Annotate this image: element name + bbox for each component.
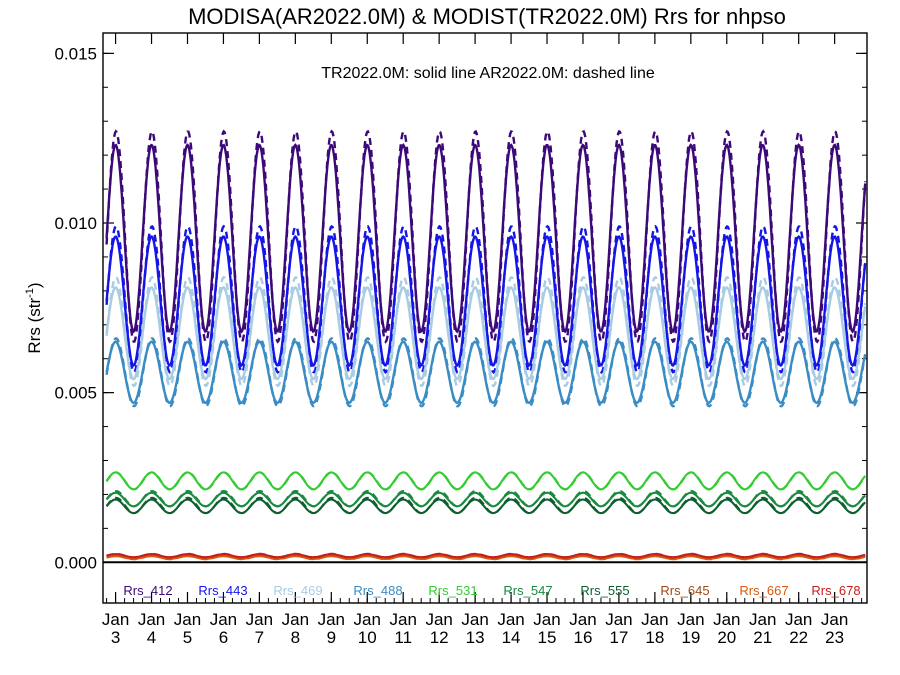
x-tick-month: Jan: [318, 610, 345, 629]
x-tick-year: 22: [789, 628, 808, 647]
x-tick-year: 14: [502, 628, 521, 647]
x-tick-month: Jan: [677, 610, 704, 629]
series-line-solid-rrs_488: [105, 340, 867, 405]
x-tick-year: 23: [825, 628, 844, 647]
x-tick-year: 5: [183, 628, 192, 647]
legend-entry-rrs_678: Rrs_678: [811, 583, 860, 598]
x-tick-year: 15: [538, 628, 557, 647]
x-tick-month: Jan: [389, 610, 416, 629]
x-tick-year: 7: [255, 628, 264, 647]
y-tick-labels: 0.000 0.005 0.010 0.015: [54, 44, 97, 572]
y-tick-label: 0.015: [54, 44, 97, 63]
legend-entry-rrs_443: Rrs_443: [198, 583, 247, 598]
series-line-solid-rrs_531: [105, 471, 867, 491]
y-axis-label-close: ): [25, 282, 44, 288]
y-axis-label: Rrs (str-1): [24, 282, 44, 353]
x-tick-year: 20: [717, 628, 736, 647]
series-line-solid-rrs_412: [105, 143, 867, 334]
x-tick-year: 21: [753, 628, 772, 647]
x-tick-month: Jan: [785, 610, 812, 629]
x-tick-month: Jan: [174, 610, 201, 629]
x-tick-month: Jan: [138, 610, 165, 629]
x-tick-year: 9: [327, 628, 336, 647]
x-tick-labels: Jan3Jan4Jan5Jan6Jan7Jan8Jan9Jan10Jan11Ja…: [102, 610, 848, 647]
x-tick-year: 6: [219, 628, 228, 647]
plot-frame: [102, 32, 868, 604]
legend-entry-rrs_531: Rrs_531: [428, 583, 477, 598]
x-tick-month: Jan: [282, 610, 309, 629]
x-tick-year: 3: [111, 628, 120, 647]
series-line-solid-rrs_555: [105, 498, 866, 515]
legend-entry-rrs_547: Rrs_547: [503, 583, 552, 598]
y-tick-label: 0.000: [54, 553, 97, 572]
x-tick-year: 19: [681, 628, 700, 647]
series-line-solid-rrs_469: [105, 286, 867, 381]
x-tick-year: 8: [291, 628, 300, 647]
series-line-solid-rrs_547: [105, 491, 866, 508]
series-line-solid-rrs_667: [106, 555, 866, 560]
x-tick-year: 4: [147, 628, 156, 647]
x-tick-year: 12: [430, 628, 449, 647]
x-tick-year: 10: [358, 628, 377, 647]
x-tick-month: Jan: [210, 610, 237, 629]
x-tick-month: Jan: [497, 610, 524, 629]
x-tick-month: Jan: [569, 610, 596, 629]
legend: Rrs_412 Rrs_443 Rrs_469 Rrs_488 Rrs_531 Rrs_5…: [123, 583, 860, 598]
x-tick-year: 11: [394, 628, 412, 647]
x-tick-month: Jan: [354, 610, 381, 629]
x-tick-year: 18: [645, 628, 664, 647]
x-tick-month: Jan: [713, 610, 740, 629]
y-axis-label-text: Rrs (str: [25, 298, 44, 354]
x-tick-month: Jan: [425, 610, 452, 629]
x-tick-month: Jan: [821, 610, 848, 629]
chart-title: MODISA(AR2022.0M) & MODIST(TR2022.0M) Rr…: [188, 4, 786, 29]
x-tick-month: Jan: [749, 610, 776, 629]
x-tick-month: Jan: [102, 610, 129, 629]
x-tick-year: 13: [466, 628, 485, 647]
x-tick-year: 17: [609, 628, 628, 647]
legend-entry-rrs_645: Rrs_645: [660, 583, 709, 598]
y-tick-label: 0.005: [54, 384, 97, 403]
legend-entry-rrs_412: Rrs_412: [123, 583, 172, 598]
y-axis-label-superscript: -1: [24, 288, 36, 298]
legend-entry-rrs_555: Rrs_555: [580, 583, 629, 598]
legend-entry-rrs_469: Rrs_469: [273, 583, 322, 598]
x-tick-month: Jan: [246, 610, 273, 629]
series-group: [105, 129, 867, 561]
series-line-solid-rrs_443: [105, 235, 867, 368]
line-style-annotation: TR2022.0M: solid line AR2022.0M: dashed …: [321, 65, 655, 82]
x-tick-month: Jan: [605, 610, 632, 629]
x-tick-month: Jan: [533, 610, 560, 629]
x-tick-month: Jan: [461, 610, 488, 629]
x-tick-month: Jan: [641, 610, 668, 629]
legend-entry-rrs_667: Rrs_667: [739, 583, 788, 598]
legend-entry-rrs_488: Rrs_488: [353, 583, 402, 598]
series-line-solid-rrs_678: [106, 553, 866, 559]
x-tick-year: 16: [574, 628, 593, 647]
y-tick-label: 0.010: [54, 214, 97, 233]
